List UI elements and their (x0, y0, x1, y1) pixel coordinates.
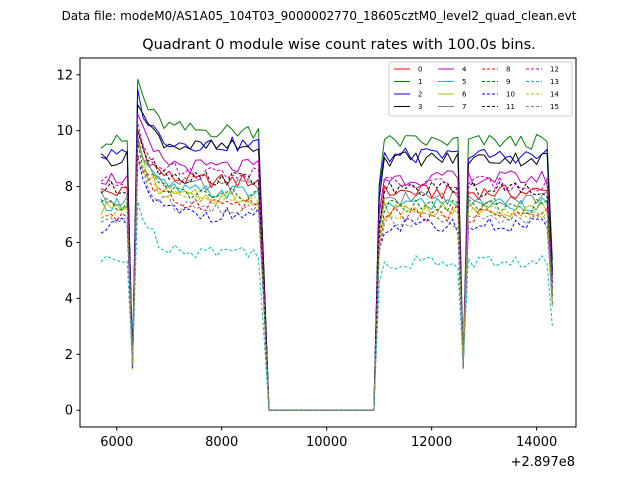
x-tick-label: 12000 (411, 435, 452, 450)
legend-label-6: 6 (462, 91, 467, 99)
y-tick-label: 8 (65, 180, 73, 195)
legend-label-13: 13 (550, 78, 559, 86)
legend-label-8: 8 (506, 66, 510, 74)
series-line-7 (100, 134, 553, 411)
series-line-13 (100, 201, 553, 411)
series-line-0 (100, 129, 553, 411)
legend-label-11: 11 (506, 103, 515, 111)
y-tick-label: 4 (65, 292, 73, 307)
legend-label-9: 9 (506, 78, 510, 86)
y-tick-label: 12 (56, 68, 73, 83)
legend-label-2: 2 (418, 91, 422, 99)
legend-label-5: 5 (462, 78, 466, 86)
legend-label-4: 4 (462, 66, 467, 74)
y-axis-ticks: 0 2 4 6 8 10 12 (56, 68, 80, 419)
series-line-2 (100, 88, 553, 411)
legend-box (388, 61, 573, 117)
series-line-6 (100, 141, 553, 411)
x-axis-offset-label: +2.897e8 (511, 455, 575, 470)
chart-title: Quadrant 0 module wise count rates with … (142, 37, 536, 53)
x-tick-label: 6000 (100, 435, 133, 450)
series-line-9 (100, 140, 553, 411)
legend-label-12: 12 (550, 66, 559, 74)
series-line-4 (100, 113, 553, 411)
x-tick-label: 10000 (306, 435, 347, 450)
legend-label-0: 0 (418, 66, 422, 74)
legend-label-3: 3 (418, 103, 422, 111)
figure-suptitle: Data file: modeM0/AS1A05_104T03_90000027… (62, 9, 577, 23)
y-tick-label: 6 (65, 236, 73, 251)
series-line-15 (100, 160, 553, 411)
y-tick-label: 2 (65, 348, 73, 363)
x-tick-label: 14000 (516, 435, 557, 450)
series-line-1 (100, 78, 553, 411)
y-tick-label: 10 (56, 124, 73, 139)
x-tick-label: 8000 (205, 435, 238, 450)
series-layer (100, 78, 553, 411)
x-axis-ticks: 6000 8000 10000 12000 14000 (100, 427, 557, 450)
legend-label-15: 15 (550, 103, 559, 111)
legend-label-10: 10 (506, 91, 515, 99)
legend-label-14: 14 (550, 91, 559, 99)
legend-label-1: 1 (418, 78, 422, 86)
y-tick-label: 0 (65, 404, 73, 419)
series-line-10 (100, 156, 553, 411)
legend-label-7: 7 (462, 103, 466, 111)
series-line-12 (100, 122, 553, 411)
series-line-14 (100, 157, 553, 411)
